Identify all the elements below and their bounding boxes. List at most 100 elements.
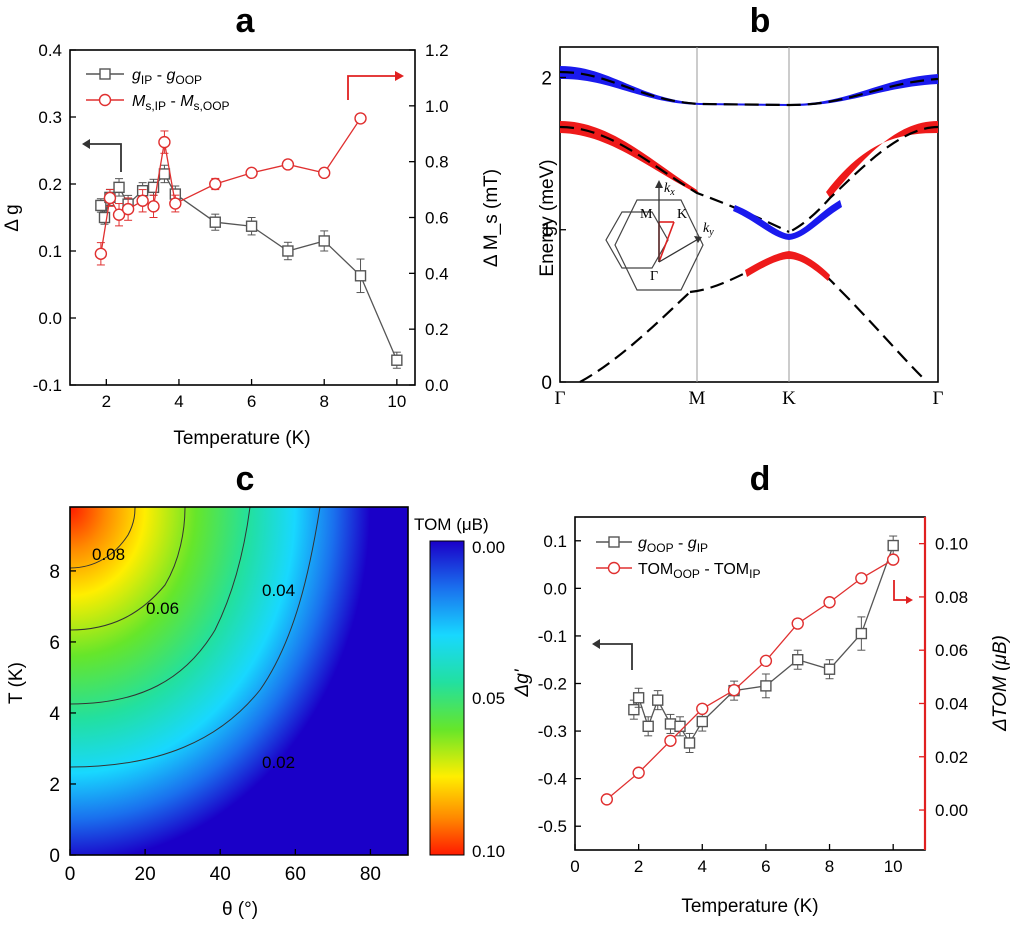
ytick-label: -0.5 bbox=[538, 817, 567, 836]
data-point bbox=[158, 135, 171, 149]
data-point bbox=[245, 166, 258, 180]
data-point bbox=[600, 793, 614, 806]
arrow-right-axis-d bbox=[893, 580, 906, 601]
arrow-left-head-a bbox=[82, 139, 90, 149]
data-point bbox=[727, 683, 741, 697]
contour-lines bbox=[70, 507, 321, 768]
panel-label-c: c bbox=[236, 460, 255, 498]
data-point bbox=[823, 663, 836, 675]
y2tick-label: 0.0 bbox=[425, 376, 449, 395]
panel-b-ylabel: Energy (meV) bbox=[537, 159, 558, 276]
bz-hexagon bbox=[605, 211, 669, 269]
b-ytick-label: 1 bbox=[541, 221, 552, 242]
inset-ky: ky bbox=[703, 221, 714, 238]
data-point bbox=[94, 247, 108, 260]
b-xtick-label: K bbox=[782, 388, 796, 409]
data-point bbox=[354, 270, 367, 282]
data-point bbox=[674, 720, 686, 733]
legend-marker-a2 bbox=[98, 93, 112, 107]
data-point bbox=[209, 177, 222, 191]
panel-a-series bbox=[94, 112, 403, 369]
ytick-label: -0.4 bbox=[538, 770, 567, 789]
data-point bbox=[664, 734, 677, 747]
data-point bbox=[103, 191, 117, 205]
data-point bbox=[318, 235, 330, 247]
band-blue-dip bbox=[733, 200, 842, 240]
panel-b-ticks: 0 1 2 Γ M K Γ bbox=[541, 68, 943, 409]
c-xtick-label: 0 bbox=[65, 864, 76, 885]
panel-c-frame bbox=[69, 506, 409, 856]
panel-c-xlabel: θ (°) bbox=[222, 899, 258, 920]
inset-Gamma: Γ bbox=[650, 269, 658, 284]
panel-label-b: b bbox=[750, 2, 771, 40]
y2tick-label: 1.0 bbox=[425, 97, 449, 116]
data-point bbox=[855, 627, 868, 640]
contour-006 bbox=[70, 507, 186, 631]
band-red-hump bbox=[745, 251, 830, 281]
c-ytick-label: 8 bbox=[49, 562, 60, 583]
data-point bbox=[112, 208, 126, 221]
panel-label-d: d bbox=[750, 460, 771, 498]
inset-M: M bbox=[640, 207, 653, 222]
band-upper-dashed bbox=[559, 70, 939, 107]
panel-d-chart: 0 2 4 6 8 10 -0.5 -0.4 -0.3 -0.2 -0.1 0.0 0.1 0.00 0.0… bbox=[512, 516, 1011, 917]
data-point bbox=[98, 211, 111, 224]
panel-d-series bbox=[600, 535, 900, 806]
data-point bbox=[147, 181, 160, 194]
panel-a-legend: gIP - gOOP Ms,IP - Ms,OOP bbox=[86, 67, 230, 113]
panel-d-ticks: 0 2 4 6 8 10 -0.5 -0.4 -0.3 -0.2 -0.1 0.0 0.1 0.00 0.0… bbox=[538, 532, 968, 876]
panel-a-ticks: 2 4 6 8 10 -0.1 0.0 0.1 0.2 0.3 0.4 0.0 0.2 0.4 0.6 0.8… bbox=[33, 41, 449, 411]
xtick-label: 6 bbox=[247, 392, 256, 411]
panel-a-ylabel: Δ g bbox=[2, 204, 23, 232]
band-mid-right-dashed bbox=[788, 125, 939, 234]
panel-c-ticks: 0 20 40 60 80 0 2 4 6 8 bbox=[49, 562, 381, 885]
data-point bbox=[652, 694, 664, 706]
ytick-label: 0.1 bbox=[543, 532, 567, 551]
y2tick-label: 0.10 bbox=[935, 535, 968, 554]
band-red-left bbox=[560, 121, 700, 195]
c-xtick-label: 20 bbox=[135, 864, 156, 885]
data-point bbox=[632, 692, 645, 704]
colorbar-tick-0: 0.00 bbox=[472, 538, 505, 557]
xtick-label: 6 bbox=[761, 857, 770, 876]
data-point bbox=[696, 715, 708, 728]
band-upper-blue bbox=[560, 66, 938, 106]
data-point bbox=[683, 737, 696, 749]
data-point bbox=[391, 354, 403, 366]
xtick-label: 2 bbox=[634, 857, 643, 876]
ytick-label: 0.0 bbox=[543, 579, 567, 598]
data-point bbox=[282, 245, 294, 257]
y2tick-label: 0.00 bbox=[935, 801, 968, 820]
y2tick-label: 0.6 bbox=[425, 209, 449, 228]
y2tick-label: 0.02 bbox=[935, 748, 968, 767]
legend-a2: Ms,IP - Ms,OOP bbox=[132, 93, 230, 113]
ytick-label: 0.1 bbox=[38, 242, 62, 261]
ytick-label: -0.1 bbox=[538, 627, 567, 646]
band-acoustic-left bbox=[579, 291, 691, 383]
y2tick-label: 1.2 bbox=[425, 41, 449, 60]
ytick-label: -0.2 bbox=[538, 675, 567, 694]
ytick-label: 0.2 bbox=[38, 175, 62, 194]
ytick-label: 0.4 bbox=[38, 41, 62, 60]
panel-d-legend: gOOP - gIP TOMOOP - TOMIP bbox=[596, 535, 760, 581]
c-ytick-label: 6 bbox=[49, 633, 60, 654]
y2tick-label: 0.8 bbox=[425, 153, 449, 172]
arrow-right-head-a bbox=[395, 71, 404, 81]
data-point bbox=[113, 181, 125, 194]
b-ytick-label: 2 bbox=[541, 68, 552, 89]
data-point bbox=[209, 216, 221, 228]
contour-004 bbox=[70, 507, 251, 705]
xtick-label: 8 bbox=[319, 392, 328, 411]
y2tick-label: 0.04 bbox=[935, 694, 968, 713]
xtick-label: 0 bbox=[570, 857, 579, 876]
arrow-right-axis-a bbox=[347, 75, 395, 100]
xtick-label: 10 bbox=[387, 392, 406, 411]
xtick-label: 4 bbox=[174, 392, 183, 411]
legend-d2: TOMOOP - TOMIP bbox=[638, 561, 760, 581]
b-xtick-label: Γ bbox=[933, 388, 944, 409]
inset-K: K bbox=[677, 207, 687, 222]
panel-label-a: a bbox=[236, 2, 256, 40]
y2tick-label: 0.08 bbox=[935, 588, 968, 607]
ytick-label: -0.1 bbox=[33, 376, 62, 395]
